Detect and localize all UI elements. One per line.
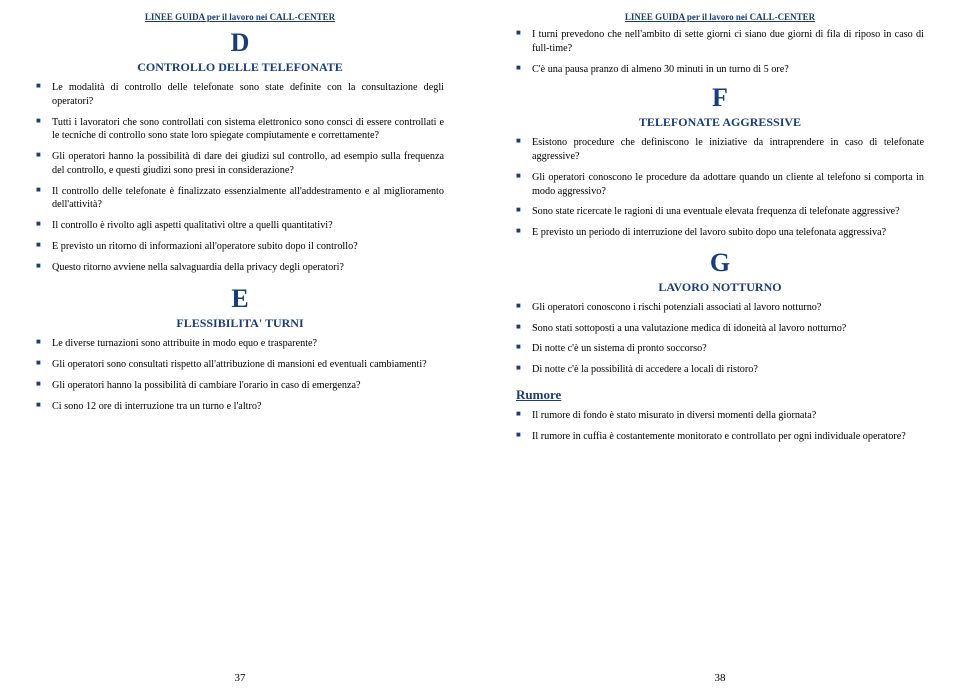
list-item: Sono stati sottoposti a una valutazione …: [516, 322, 924, 336]
section-f-list: Esistono procedure che definiscono le in…: [516, 136, 924, 240]
section-e-letter: E: [36, 284, 444, 314]
section-g-list: Gli operatori conoscono i rischi potenzi…: [516, 301, 924, 377]
list-item: Gli operatori conoscono i rischi potenzi…: [516, 301, 924, 315]
section-g-letter: G: [516, 248, 924, 278]
page-number-left: 37: [0, 672, 480, 684]
page-number-right: 38: [480, 672, 960, 684]
section-g-title: LAVORO NOTTURNO: [516, 280, 924, 295]
list-item: Il controllo è rivolto agli aspetti qual…: [36, 219, 444, 233]
list-item: Sono state ricercate le ragioni di una e…: [516, 205, 924, 219]
page-header-right: LINEE GUIDA per il lavoro nei CALL-CENTE…: [516, 12, 924, 22]
section-d-title: CONTROLLO DELLE TELEFONATE: [36, 60, 444, 75]
rumore-title: Rumore: [516, 387, 924, 403]
document-spread: LINEE GUIDA per il lavoro nei CALL-CENTE…: [0, 0, 960, 690]
list-item: Le diverse turnazioni sono attribuite in…: [36, 337, 444, 351]
section-f-title: TELEFONATE AGGRESSIVE: [516, 115, 924, 130]
list-item: Gli operatori hanno la possibilità di da…: [36, 150, 444, 178]
list-item: Le modalità di controllo delle telefonat…: [36, 81, 444, 109]
list-item: Ci sono 12 ore di interruzione tra un tu…: [36, 400, 444, 414]
list-item: Il controllo delle telefonate è finalizz…: [36, 185, 444, 213]
section-e-title: FLESSIBILITA' TURNI: [36, 316, 444, 331]
list-item: Gli operatori sono consultati rispetto a…: [36, 358, 444, 372]
page-left: LINEE GUIDA per il lavoro nei CALL-CENTE…: [0, 0, 480, 690]
top-list: I turni prevedono che nell'ambito di set…: [516, 28, 924, 76]
section-d-list: Le modalità di controllo delle telefonat…: [36, 81, 444, 274]
list-item: Il rumore di fondo è stato misurato in d…: [516, 409, 924, 423]
list-item: E previsto un ritorno di informazioni al…: [36, 240, 444, 254]
page-header-left: LINEE GUIDA per il lavoro nei CALL-CENTE…: [36, 12, 444, 22]
list-item: Esistono procedure che definiscono le in…: [516, 136, 924, 164]
list-item: Gli operatori conoscono le procedure da …: [516, 171, 924, 199]
list-item: Questo ritorno avviene nella salvaguardi…: [36, 261, 444, 275]
list-item: I turni prevedono che nell'ambito di set…: [516, 28, 924, 56]
list-item: Tutti i lavoratori che sono controllati …: [36, 116, 444, 144]
list-item: Di notte c'è un sistema di pronto soccor…: [516, 342, 924, 356]
section-e-list: Le diverse turnazioni sono attribuite in…: [36, 337, 444, 413]
section-f-letter: F: [516, 83, 924, 113]
list-item: Il rumore in cuffia è costantemente moni…: [516, 430, 924, 444]
list-item: Di notte c'è la possibilità di accedere …: [516, 363, 924, 377]
list-item: C'è una pausa pranzo di almeno 30 minuti…: [516, 63, 924, 77]
rumore-list: Il rumore di fondo è stato misurato in d…: [516, 409, 924, 444]
list-item: E previsto un periodo di interruzione de…: [516, 226, 924, 240]
section-d-letter: D: [36, 28, 444, 58]
page-right: LINEE GUIDA per il lavoro nei CALL-CENTE…: [480, 0, 960, 690]
list-item: Gli operatori hanno la possibilità di ca…: [36, 379, 444, 393]
